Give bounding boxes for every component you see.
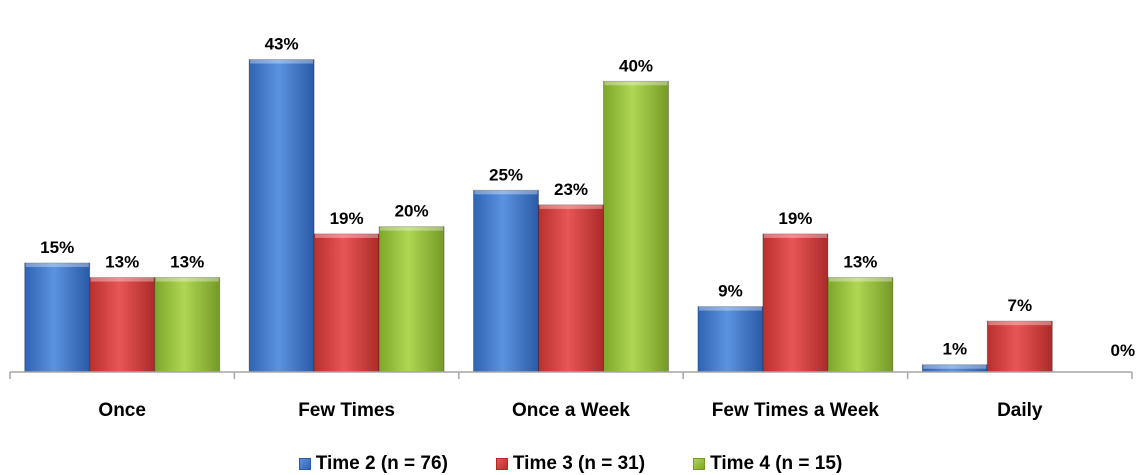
bar-highlight [828,277,892,282]
category-label-few-times-a-week: Few Times a Week [712,400,880,421]
data-label-once-a-week-series-2: 23% [554,180,588,199]
data-label-daily-series-3: 0% [1111,341,1136,360]
bar-chart: 15% 13% 13% 43% 19% 20% 25% 23% 40% 9% 19% 13% 1% 7% 0… [9,35,1136,421]
bar-highlight [25,263,89,267]
bar-few-times-a-week-series-2 [762,233,829,373]
legend-item-time-3: Time 3 (n = 31) [495,453,646,475]
bar-highlight [604,81,668,86]
category-label-daily: Daily [997,400,1043,421]
bar-highlight [698,306,762,311]
category-label-once-a-week: Once a Week [512,400,630,421]
bar-few-times-series-3 [378,226,445,373]
data-label-few-times-a-week-series-3: 13% [843,253,877,272]
legend-item-time-4: Time 4 (n = 15) [693,453,842,475]
data-label-daily-series-2: 7% [1008,296,1033,315]
bar-highlight [90,277,154,282]
bar-once-a-week-series-3 [603,80,669,373]
bar-highlight [923,364,987,369]
data-label-few-times-a-week-series-1: 9% [718,282,743,301]
category-label-few-times: Few Times [298,400,395,421]
bar-few-times-series-1 [248,59,315,373]
bar-highlight [155,277,219,282]
legend-label: Time 2 (n = 76) [315,453,448,474]
bar-highlight [988,321,1052,326]
legend-item-time-2: Time 2 (n = 76) [298,453,448,475]
bar-highlight [539,204,603,209]
legend-swatch [298,458,311,470]
legend-swatch [693,458,706,470]
bar-once-a-week-series-1 [473,189,539,373]
data-label-once-series-3: 13% [170,253,204,272]
data-label-once-a-week-series-3: 40% [619,56,653,75]
bar-few-times-a-week-series-1 [697,306,764,373]
bar-once-series-3 [154,277,221,373]
data-label-few-times-series-1: 43% [265,35,299,54]
category-label-once: Once [98,400,146,421]
bar-highlight [763,233,827,238]
data-label-few-times-series-2: 19% [330,209,364,228]
legend-label: Time 4 (n = 15) [710,453,843,474]
data-label-once-series-2: 13% [105,253,139,272]
bar-highlight [250,59,314,64]
bar-few-times-series-2 [313,233,380,373]
bar-highlight [474,190,538,195]
bar-few-times-a-week-series-3 [827,277,894,373]
bar-highlight [380,226,444,231]
data-label-few-times-a-week-series-2: 19% [778,209,812,228]
legend-label: Time 3 (n = 31) [512,453,646,474]
bar-once-series-1 [24,262,91,373]
data-label-daily-series-1: 1% [943,340,968,359]
data-label-once-series-1: 15% [40,238,74,257]
legend-swatch [495,458,508,470]
bar-once-series-2 [89,277,156,373]
bar-daily-series-2 [986,320,1053,373]
data-label-once-a-week-series-1: 25% [489,165,523,184]
bar-highlight [315,233,379,238]
data-label-few-times-series-3: 20% [395,202,429,221]
bar-once-a-week-series-2 [538,204,604,373]
legend: Time 2 (n = 76) Time 3 (n = 31) Time 4 (… [0,453,1141,475]
